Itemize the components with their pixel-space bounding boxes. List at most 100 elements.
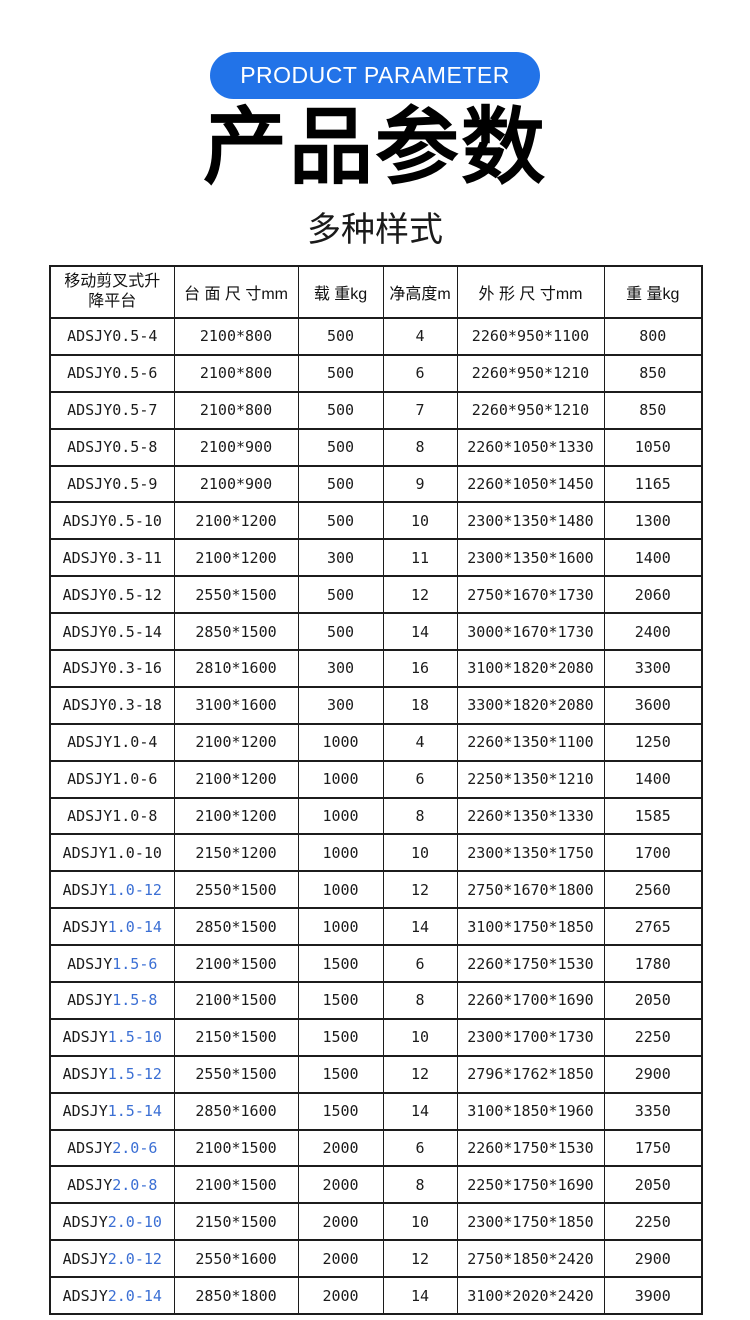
overall-size-cell: 2300*1750*1850: [456, 1202, 605, 1242]
load-cell: 1500: [297, 981, 384, 1020]
header-surface-size: 台 面 尺 寸mm: [173, 265, 299, 319]
surface-size-cell: 2100*1200: [173, 538, 299, 578]
model-cell: ADSJY0.5-10: [49, 501, 175, 541]
badge-container: PRODUCT PARAMETER: [0, 0, 750, 99]
net-height-cell: 8: [382, 1165, 458, 1205]
table-row: ADSJY0.3-18 3100*1600 300 18 3300*1820*2080 3…: [49, 685, 703, 725]
header-model-label: 移动剪叉式升降平台: [64, 273, 161, 310]
weight-cell: 3900: [603, 1276, 703, 1316]
model-prefix: ADSJY: [62, 1102, 108, 1121]
model-prefix: ADSJY: [62, 1028, 108, 1047]
model-suffix: 1.5-12: [107, 1065, 162, 1084]
load-cell: 2000: [297, 1276, 384, 1316]
table-row: ADSJY1.0-10 2150*1200 1000 10 2300*1350*1750…: [49, 833, 703, 873]
overall-size-cell: 2250*1750*1690: [456, 1165, 605, 1205]
header-load: 载 重kg: [297, 265, 384, 319]
overall-size-cell: 2260*950*1210: [456, 353, 605, 393]
model-cell: ADSJY1.5-8: [49, 981, 175, 1020]
model-cell: ADSJY0.5-8: [49, 427, 175, 467]
model-suffix: 1.0-6: [112, 770, 158, 789]
overall-size-cell: 2250*1350*1210: [456, 759, 605, 799]
model-suffix: 0.3-16: [107, 659, 162, 678]
model-suffix: 1.5-6: [112, 954, 158, 973]
overall-size-cell: 2260*950*1210: [456, 390, 605, 430]
model-cell: ADSJY0.5-6: [49, 353, 175, 393]
overall-size-cell: 2750*1850*2420: [456, 1239, 605, 1279]
load-cell: 500: [297, 501, 384, 541]
surface-size-cell: 2100*900: [173, 427, 299, 467]
header-row: 移动剪叉式升降平台 台 面 尺 寸mm 载 重kg 净高度m 外 形 尺 寸mm…: [49, 265, 703, 319]
model-suffix: 1.5-14: [107, 1102, 162, 1121]
surface-size-cell: 2850*1500: [173, 612, 299, 652]
net-height-cell: 10: [382, 1202, 458, 1242]
surface-size-cell: 2850*1800: [173, 1276, 299, 1316]
table-row: ADSJY0.5-14 2850*1500 500 14 3000*1670*1730 2…: [49, 612, 703, 652]
net-height-cell: 6: [382, 759, 458, 799]
load-cell: 500: [297, 353, 384, 393]
header-overall-size: 外 形 尺 寸mm: [456, 265, 605, 319]
table-row: ADSJY2.0-6 2100*1500 2000 6 2260*1750*1530 17…: [49, 1128, 703, 1168]
model-prefix: ADSJY: [62, 1212, 108, 1231]
model-cell: ADSJY0.3-18: [49, 685, 175, 725]
model-suffix: 0.5-4: [112, 327, 158, 346]
load-cell: 1000: [297, 833, 384, 873]
table-row: ADSJY0.5-4 2100*800 500 4 2260*950*1100 800: [49, 317, 703, 356]
weight-cell: 2560: [603, 870, 703, 910]
model-prefix: ADSJY: [67, 475, 113, 493]
surface-size-cell: 2810*1600: [173, 649, 299, 688]
model-cell: ADSJY1.0-14: [49, 907, 175, 947]
net-height-cell: 12: [382, 1054, 458, 1094]
surface-size-cell: 2100*800: [173, 353, 299, 393]
model-suffix: 0.5-9: [112, 475, 158, 493]
model-prefix: ADSJY: [62, 622, 108, 641]
surface-size-cell: 2100*800: [173, 390, 299, 430]
net-height-cell: 10: [382, 501, 458, 541]
load-cell: 300: [297, 649, 384, 688]
model-cell: ADSJY1.0-10: [49, 833, 175, 873]
load-cell: 2000: [297, 1128, 384, 1168]
surface-size-cell: 2100*1500: [173, 981, 299, 1020]
table-row: ADSJY1.0-4 2100*1200 1000 4 2260*1350*1100 12…: [49, 722, 703, 762]
model-cell: ADSJY1.5-6: [49, 944, 175, 984]
overall-size-cell: 3100*2020*2420: [456, 1276, 605, 1316]
net-height-cell: 6: [382, 353, 458, 393]
model-suffix: 1.0-4: [112, 733, 158, 752]
model-prefix: ADSJY: [67, 1139, 113, 1158]
model-prefix: ADSJY: [67, 364, 113, 383]
model-cell: ADSJY2.0-6: [49, 1128, 175, 1168]
model-suffix: 0.5-10: [107, 511, 162, 530]
surface-size-cell: 2100*1500: [173, 1165, 299, 1205]
surface-size-cell: 2150*1500: [173, 1202, 299, 1242]
net-height-cell: 4: [382, 722, 458, 762]
model-prefix: ADSJY: [62, 1249, 108, 1268]
page-subtitle: 多种样式: [307, 211, 443, 249]
model-suffix: 1.5-8: [112, 991, 158, 1010]
net-height-cell: 10: [382, 833, 458, 873]
weight-cell: 1250: [603, 722, 703, 762]
weight-cell: 3300: [603, 649, 703, 688]
weight-cell: 1165: [603, 464, 703, 504]
net-height-cell: 6: [382, 1128, 458, 1168]
surface-size-cell: 2100*1200: [173, 759, 299, 799]
model-prefix: ADSJY: [67, 438, 113, 457]
load-cell: 2000: [297, 1239, 384, 1279]
net-height-cell: 16: [382, 649, 458, 688]
net-height-cell: 14: [382, 612, 458, 652]
load-cell: 500: [297, 317, 384, 356]
weight-cell: 800: [603, 317, 703, 356]
spec-table-container: 移动剪叉式升降平台 台 面 尺 寸mm 载 重kg 净高度m 外 形 尺 寸mm…: [49, 265, 703, 1316]
model-suffix: 1.5-10: [107, 1028, 162, 1047]
net-height-cell: 6: [382, 944, 458, 984]
model-cell: ADSJY0.5-4: [49, 317, 175, 356]
weight-cell: 2900: [603, 1239, 703, 1279]
table-row: ADSJY1.5-10 2150*1500 1500 10 2300*1700*1730…: [49, 1017, 703, 1057]
model-cell: ADSJY2.0-8: [49, 1165, 175, 1205]
table-row: ADSJY0.5-6 2100*800 500 6 2260*950*1210 850: [49, 353, 703, 393]
header-weight: 重 量kg: [603, 265, 703, 319]
net-height-cell: 8: [382, 981, 458, 1020]
surface-size-cell: 2100*800: [173, 317, 299, 356]
model-prefix: ADSJY: [67, 954, 113, 973]
model-cell: ADSJY0.5-14: [49, 612, 175, 652]
model-suffix: 2.0-12: [107, 1249, 162, 1268]
weight-cell: 850: [603, 353, 703, 393]
